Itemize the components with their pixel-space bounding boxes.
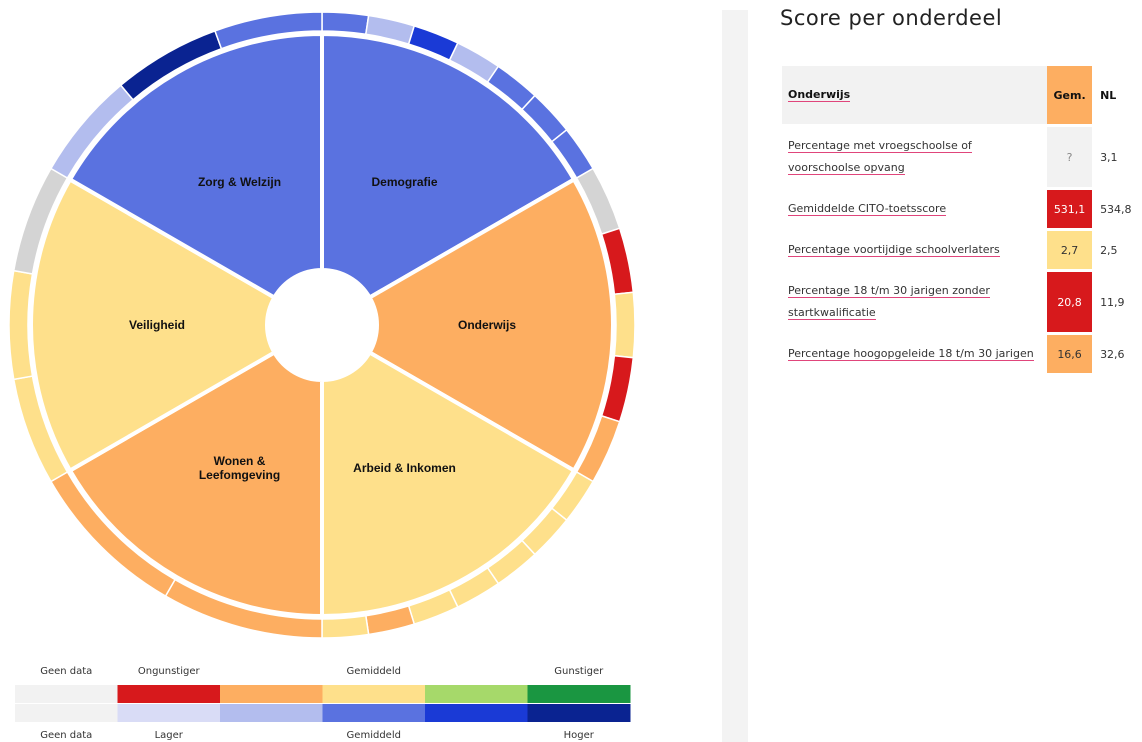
legend-swatch (117, 704, 221, 722)
legend-label: Gemiddeld (346, 666, 401, 677)
indicator-link[interactable]: Percentage 18 t/m 30 jarigen zonder star… (788, 284, 990, 320)
nl-cell: 534,8 (1100, 202, 1132, 216)
table-row: Percentage met vroegschoolse of voorscho… (782, 127, 1142, 187)
nl-cell: 3,1 (1100, 150, 1118, 164)
sector-label: Zorg & Welzijn (197, 175, 282, 190)
legend-swatch (117, 685, 221, 703)
header-cell: Onderwijs (782, 66, 1048, 124)
gem-cell: 20,8 (1047, 272, 1093, 332)
table-row: Percentage voortijdige schoolverlaters 2,… (782, 231, 1142, 269)
legend-swatch (220, 685, 323, 703)
legend-swatch (322, 704, 426, 722)
indicator-segment (321, 11, 370, 36)
sector-label: Demografie (371, 175, 438, 190)
wheel-chart (8, 11, 636, 722)
legend-swatch (425, 685, 528, 703)
indicator-segment (213, 11, 323, 50)
indicator-cell: Percentage met vroegschoolse of voorscho… (782, 127, 1047, 187)
indicator-link[interactable]: Percentage hoogopgeleide 18 t/m 30 jarig… (788, 347, 1034, 361)
indicator-segment (321, 614, 370, 639)
indicator-segment (613, 291, 636, 359)
legend-label: Hoger (563, 730, 594, 741)
legend-label: Gemiddeld (346, 730, 401, 741)
header-text: Onderwijs (788, 88, 851, 102)
panel-title: Score per onderdeel (780, 6, 1003, 30)
sector-label: Wonen & Leefomgeving (198, 453, 281, 482)
legend-label: Geen data (40, 666, 93, 677)
legend-swatch (527, 685, 631, 703)
indicator-cell: Percentage 18 t/m 30 jarigen zonder star… (782, 272, 1047, 332)
legend-label: Lager (154, 730, 183, 741)
legend-swatch (322, 685, 426, 703)
legend-swatch (220, 704, 323, 722)
table-header: Onderwijs Gem. NL (782, 66, 1142, 124)
table-row: Percentage 18 t/m 30 jarigen zonder star… (782, 272, 1142, 332)
indicator-cell: Gemiddelde CITO-toetsscore (782, 190, 1047, 228)
nl-cell: 32,6 (1100, 347, 1125, 361)
table-row: Gemiddelde CITO-toetsscore 531,1 534,8 (782, 190, 1142, 228)
indicator-cell: Percentage hoogopgeleide 18 t/m 30 jarig… (782, 335, 1047, 373)
legend-swatch (15, 685, 118, 703)
header-cell: NL (1092, 66, 1142, 124)
sector-label: Arbeid & Inkomen (353, 460, 456, 475)
sector-label: Onderwijs (457, 318, 517, 332)
nl-cell: 11,9 (1100, 295, 1125, 309)
gem-cell: ? (1047, 127, 1093, 187)
indicator-segment (8, 269, 34, 381)
center-hole (267, 270, 377, 380)
table-row: Percentage hoogopgeleide 18 t/m 30 jarig… (782, 335, 1142, 373)
legend-swatch (425, 704, 528, 722)
legend-swatch (15, 704, 118, 722)
score-table: Onderwijs Gem. NL Percentage met vroegschoo… (782, 63, 1142, 376)
indicator-link[interactable]: Percentage voortijdige schoolverlaters (788, 243, 1000, 257)
gem-cell: 2,7 (1047, 231, 1093, 269)
legend-label: Ongunstiger (137, 666, 200, 677)
indicator-link[interactable]: Gemiddelde CITO-toetsscore (788, 202, 947, 216)
gem-cell: 16,6 (1047, 335, 1093, 373)
header-cell: Gem. (1047, 66, 1093, 124)
legend-label: Gunstiger (554, 666, 604, 677)
legend-swatch (527, 704, 631, 722)
indicator-link[interactable]: Percentage met vroegschoolse of voorscho… (788, 139, 972, 175)
gem-cell: 531,1 (1047, 190, 1093, 228)
sector-label: Veiligheid (128, 318, 186, 332)
sidebar (722, 10, 748, 742)
nl-cell: 2,5 (1100, 243, 1118, 257)
legend-label: Geen data (40, 730, 93, 741)
indicator-cell: Percentage voortijdige schoolverlaters (782, 231, 1047, 269)
